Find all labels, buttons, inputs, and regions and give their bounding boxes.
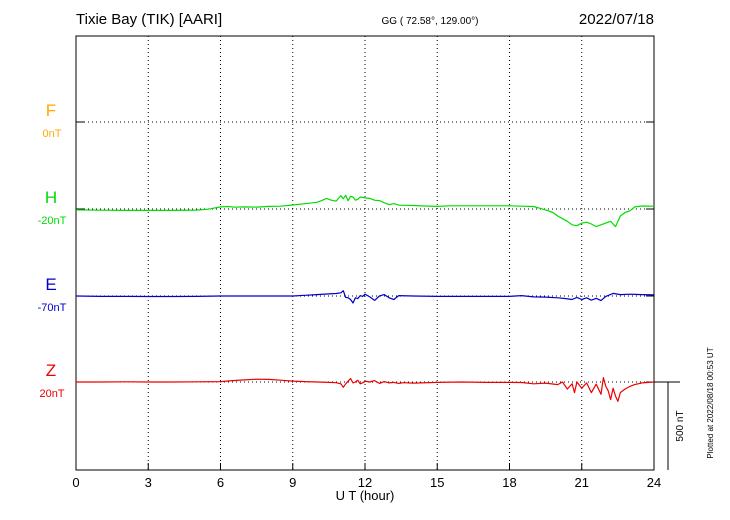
station-title: Tixie Bay (TIK) [AARI] [76,11,222,28]
x-tick-label: 15 [430,475,444,490]
data-traces [75,194,655,402]
x-tick-label: 6 [217,475,224,490]
x-axis: 0 3 6 9 12 15 18 21 24 [72,463,661,490]
component-letter-z: Z [46,361,56,380]
component-baseline-z: 20nT [39,388,64,400]
component-baseline-f: 0nT [43,128,62,140]
x-tick-label: 12 [358,475,372,490]
date-label: 2022/07/18 [579,11,654,28]
trace-h [75,194,655,228]
component-baseline-e: -70nT [38,302,67,314]
x-tick-label: 3 [145,475,152,490]
x-tick-label: 24 [647,475,661,490]
component-letter-f: F [46,101,56,120]
trace-z [76,377,655,402]
component-labels: F 0nT H -20nT E -70nT Z 20nT [38,101,67,400]
plotted-timestamp: Plotted at 2022/08/18 00:53 UT [706,347,715,458]
component-letter-h: H [45,188,57,207]
scale-bar-label: 500 nT [675,410,686,441]
grid [76,36,654,470]
x-tick-label: 21 [575,475,589,490]
component-baseline-h: -20nT [38,215,67,227]
component-letter-e: E [45,275,56,294]
x-tick-label: 0 [72,475,79,490]
trace-e [75,290,655,304]
x-tick-label: 9 [289,475,296,490]
coordinates-label: GG ( 72.58°, 129.00°) [382,16,479,27]
x-tick-label: 18 [502,475,516,490]
x-axis-label: U T (hour) [336,488,395,503]
